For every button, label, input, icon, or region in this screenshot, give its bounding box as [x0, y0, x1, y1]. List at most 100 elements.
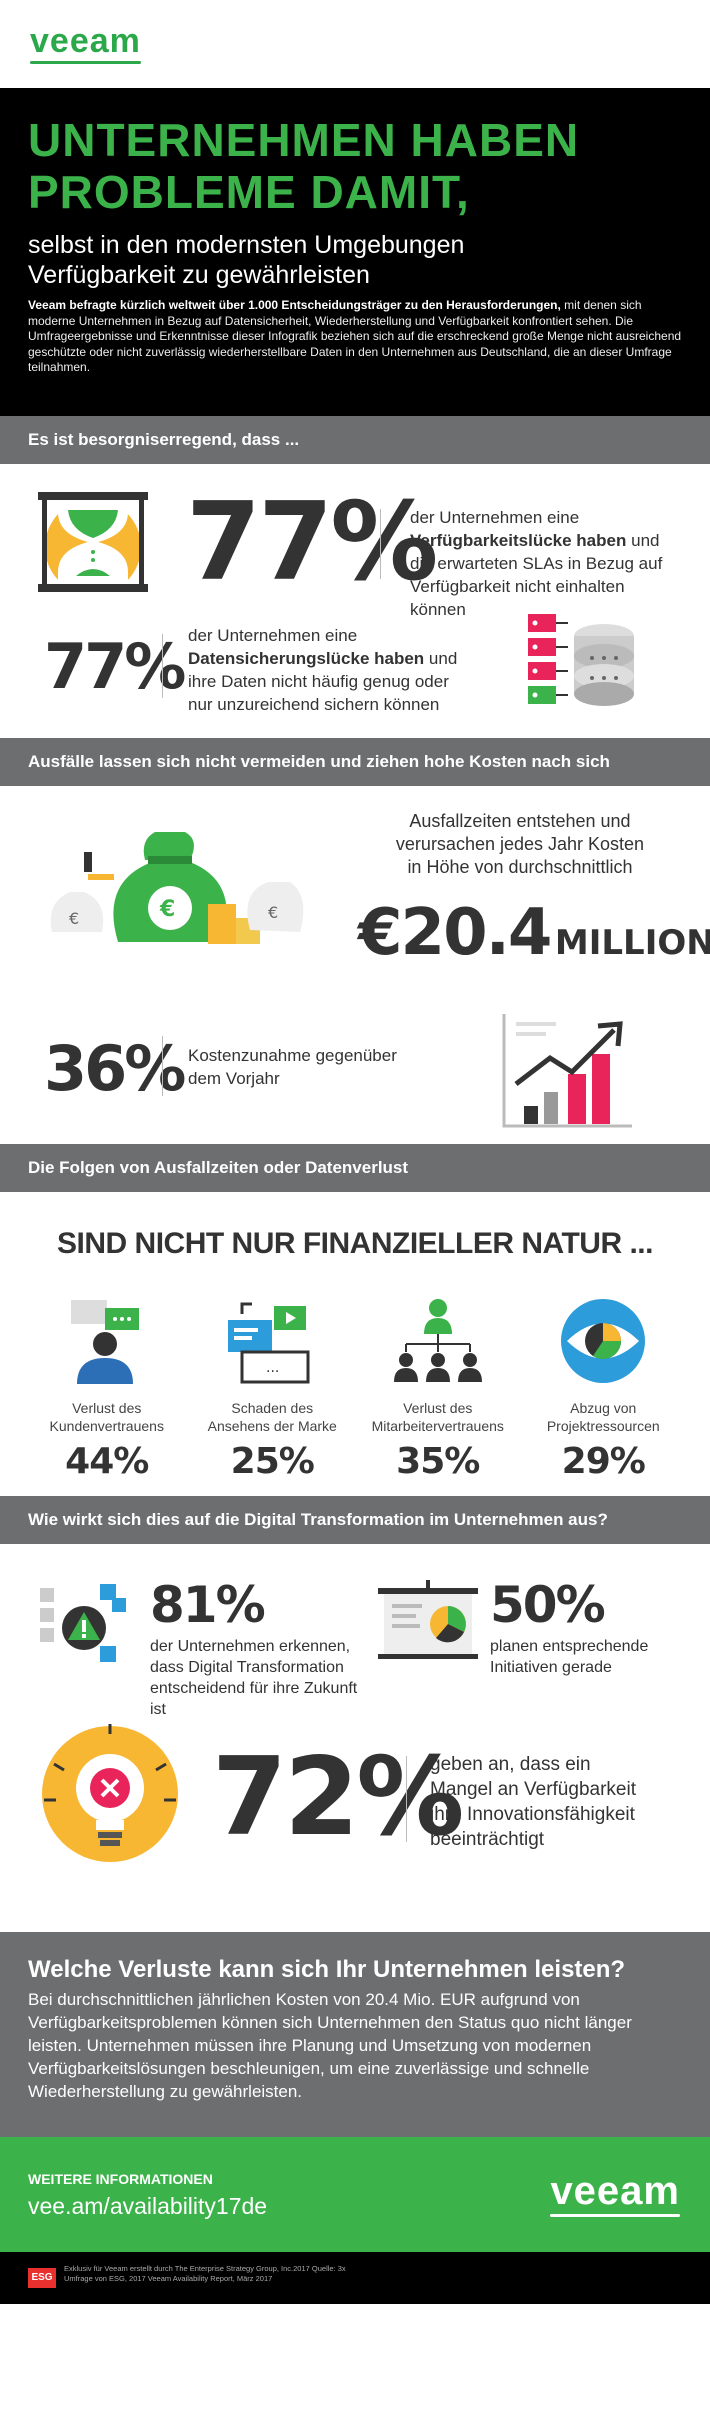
logo-swoosh [550, 2214, 680, 2217]
closing-section: Welche Verluste kann sich Ihr Unternehme… [0, 1932, 710, 2137]
stat-text-50: planen entsprechende Initiativen gerade [490, 1638, 649, 1676]
consequence-value: 29% [561, 1441, 646, 1482]
more-info-section: WEITERE INFORMATIONEN vee.am/availabilit… [0, 2137, 710, 2252]
stat1-pre: der Unternehmen eine [410, 508, 580, 527]
consequence-value: 44% [65, 1441, 149, 1482]
presentation-board-icon [378, 1580, 478, 1659]
consequences-title-row: SIND NICHT NUR FINANZIELLER NATUR ... [0, 1192, 710, 1296]
stat-value-50: 50% [490, 1576, 606, 1634]
esg-logo: ESG [28, 2268, 56, 2288]
closing-text: Bei durchschnittlichen jährlichen Kosten… [28, 1990, 632, 2101]
stat-innovation: 72% geben an, dass ein Mangel an Verfügb… [0, 1712, 710, 1932]
server-database-icon [528, 614, 634, 706]
stat1-post: und die erwarteten SLAs in Bezug auf Ver… [410, 531, 663, 619]
stat-value-72: 72% [212, 1735, 465, 1860]
consequence-label: Verlust des Kundenvertrauens [32, 1399, 182, 1437]
stat2-post: und ihre Daten nicht häufig genug oder n… [188, 649, 458, 714]
stat-text-cost-increase: Kostenzunahme gegenüber dem Vorjahr [188, 1044, 397, 1090]
stat1-bold: Verfügbarkeitslücke haben [410, 531, 627, 550]
cost-text-line2: verursachen jedes Jahr Kosten [395, 834, 645, 854]
logo-text: veeam [550, 2169, 680, 2213]
label-line1: Verlust des [403, 1400, 473, 1416]
footer-line2: Umfrage von ESG, 2017 Veeam Availability… [64, 2274, 273, 2283]
label-line2: Ansehens der Marke [207, 1418, 337, 1434]
stat-line1: Kostenzunahme gegenüber [188, 1046, 397, 1065]
cost-text: Ausfallzeiten entstehen und verursachen … [360, 810, 680, 879]
section-bar-concern: Es ist besorgniserregend, dass ... [0, 416, 710, 464]
cost-block: € € € Ausfallzeiten entstehen und verurs… [0, 786, 710, 1008]
consequence-value: 35% [396, 1441, 480, 1482]
cost-value: €20.4 MILLIONEN [358, 896, 710, 970]
cost-unit: MILLIONEN [554, 923, 710, 963]
closing-title: Welche Verluste kann sich Ihr Unternehme… [28, 1956, 626, 1983]
stat-text-81: der Unternehmen erkennen, dass Digital T… [150, 1638, 358, 1718]
consequence-employee-trust: Verlust des Mitarbeitervertrauens 35% [363, 1296, 513, 1496]
hero-intro: Veeam befragte kürzlich weltweit über 1.… [28, 298, 682, 376]
logo-swoosh [30, 61, 141, 64]
stat-text-72: geben an, dass ein Mangel an Verfügbarke… [430, 1752, 636, 1852]
hourglass-icon [38, 492, 148, 592]
divider [380, 509, 381, 579]
label-line2: Mitarbeitervertrauens [371, 1418, 504, 1434]
cost-text-line3: in Höhe von durchschnittlich [407, 857, 633, 877]
digital-transformation-stats: 81% der Unternehmen erkennen, dass Digit… [0, 1544, 710, 1718]
brand-media-icon: ... [228, 1302, 310, 1384]
stat-line2: dem Vorjahr [188, 1069, 280, 1088]
label-line1: Schaden des [231, 1400, 314, 1416]
stat-value-77-availability: 77% [186, 480, 439, 605]
hero-title-line1: UNTERNEHMEN HABEN [28, 114, 580, 166]
hero-intro-bold: Veeam befragte kürzlich weltweit über 1.… [28, 298, 561, 312]
svg-text:...: ... [266, 1360, 279, 1376]
cost-amount: €20.4 [358, 896, 552, 970]
small-bag-left-symbol: € [69, 909, 79, 928]
hero-subtitle-line1: selbst in den modernsten Umgebungen [28, 231, 465, 259]
customer-chat-icon [70, 1300, 139, 1384]
lightbulb-icon [42, 1724, 178, 1862]
logo-text: veeam [30, 22, 141, 60]
consequence-brand-damage: ... Schaden des Ansehens der Marke 25% [197, 1296, 347, 1496]
stat-backup-gap: 77% der Unternehmen eine Datensicherungs… [0, 614, 710, 738]
stat3-line4: beeinträchtigt [430, 1829, 545, 1850]
small-bag-right-symbol: € [268, 903, 278, 922]
section-bar-consequences: Die Folgen von Ausfallzeiten oder Datenv… [0, 1144, 710, 1192]
consequence-project-resources: Abzug von Projektressourcen 29% [528, 1296, 678, 1496]
more-info-link[interactable]: vee.am/availability17de [28, 2193, 268, 2219]
stat2-pre: der Unternehmen eine [188, 626, 358, 645]
stat-value-81: 81% [150, 1576, 266, 1634]
consequence-value: 25% [230, 1441, 315, 1482]
footer-line1: Exklusiv für Veeam erstellt durch The En… [64, 2264, 346, 2273]
stat2-bold: Datensicherungslücke haben [188, 649, 425, 668]
hero-title: UNTERNEHMEN HABEN PROBLEME DAMIT, [28, 114, 682, 218]
consequence-label: Schaden des Ansehens der Marke [197, 1399, 347, 1437]
stat3-line1: geben an, dass ein [430, 1754, 591, 1775]
hero-section: UNTERNEHMEN HABEN PROBLEME DAMIT, selbst… [0, 88, 710, 416]
consequence-label: Verlust des Mitarbeitervertrauens [363, 1399, 513, 1437]
hero-intro-text: mit denen sich moderne Unternehmen in Be… [28, 298, 682, 374]
consequence-label: Abzug von Projektressourcen [528, 1399, 678, 1437]
org-chart-icon [393, 1299, 482, 1382]
more-info-label: WEITERE INFORMATIONEN [28, 2171, 213, 2187]
hero-subtitle: selbst in den modernsten Umgebungen Verf… [28, 230, 682, 290]
section-bar-costs: Ausfälle lassen sich nicht vermeiden und… [0, 738, 710, 786]
footer: ESG Exklusiv für Veeam erstellt durch Th… [0, 2252, 710, 2304]
consequences-list: Verlust des Kundenvertrauens 44% ... Sch… [0, 1296, 710, 1496]
top-logo-area: veeam [0, 0, 710, 88]
stat-cost-increase: 36% Kostenzunahme gegenüber dem Vorjahr [0, 1008, 710, 1144]
stat3-line2: Mangel an Verfügbarkeit [430, 1779, 636, 1800]
veeam-logo[interactable]: veeam [30, 24, 141, 64]
stat-text-backup: der Unternehmen eine Datensicherungslück… [188, 624, 458, 716]
cost-text-line1: Ausfallzeiten entstehen und [409, 811, 631, 831]
divider [406, 1756, 407, 1842]
consequence-customer-trust: Verlust des Kundenvertrauens 44% [32, 1296, 182, 1496]
big-bag-symbol: € [159, 897, 175, 922]
label-line2: Kundenvertrauens [49, 1418, 164, 1434]
money-bag-icon: € € € [50, 832, 304, 944]
consequences-title: SIND NICHT NUR FINANZIELLER NATUR ... [57, 1227, 653, 1260]
warning-binary-icon [40, 1584, 126, 1662]
section-bar-digital-transformation: Wie wirkt sich dies auf die Digital Tran… [0, 1496, 710, 1544]
divider [162, 634, 163, 698]
hero-subtitle-line2: Verfügbarkeit zu gewährleisten [28, 261, 370, 289]
veeam-logo-footer[interactable]: veeam [550, 2171, 680, 2217]
growth-chart-icon [502, 1014, 632, 1128]
